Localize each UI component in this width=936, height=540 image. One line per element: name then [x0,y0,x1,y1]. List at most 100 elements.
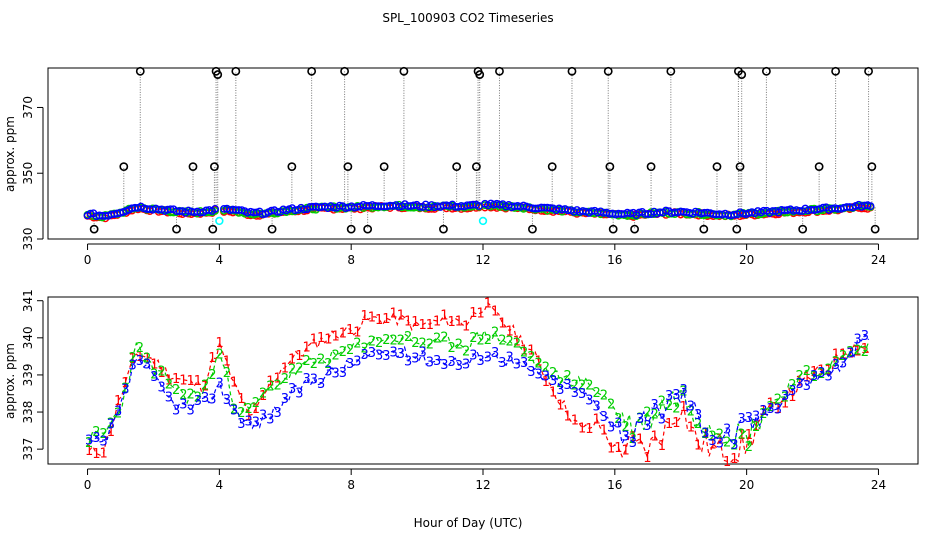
bottom-series-2-point: 2 [752,420,760,435]
bottom-series-1-point: 1 [861,342,869,357]
bottom-series-3-point: 3 [353,355,361,370]
bottom-series-3-point: 3 [513,358,521,373]
bottom-series-1-point: 1 [426,318,434,333]
bottom-series-1-point: 1 [295,349,303,364]
bottom-series-2-point: 2 [651,408,659,423]
bottom-y-tick-label: 339 [21,363,35,386]
bottom-series-1-point: 1 [491,305,499,320]
bottom-series-1-point: 1 [542,375,550,390]
top-y-axis-label: approx. ppm [3,116,17,192]
bottom-series-3-point: 3 [506,351,514,366]
bottom-series-3-point: 3 [491,346,499,361]
bottom-series-1-point: 1 [578,422,586,437]
bottom-x-tick-label: 0 [84,478,92,492]
bottom-series-1-point: 1 [121,376,129,391]
bottom-series-1-point: 1 [556,399,564,414]
bottom-series-2-point: 2 [665,399,673,414]
bottom-series-2-point: 2 [832,355,840,370]
bottom-series-3-point: 3 [114,405,122,420]
bottom-series-2-point: 2 [477,333,485,348]
bottom-series-1-point: 1 [165,374,173,389]
bottom-series-1-point: 1 [788,390,796,405]
top-outlier-point [343,162,353,172]
bottom-series-2-point: 2 [237,406,245,421]
bottom-series-3-point: 3 [223,393,231,408]
bottom-series-1-point: 1 [730,452,738,467]
bottom-series-3-point: 3 [245,414,253,429]
top-outlier-point [399,66,409,76]
bottom-series-1-point: 1 [172,372,180,387]
bottom-series-2-point: 2 [324,357,332,372]
bottom-series-1-point: 1 [752,419,760,434]
bottom-series-1-point: 1 [513,334,521,349]
bottom-y-axis-label: approx. ppm [3,343,17,419]
bottom-series-1-point: 1 [810,365,818,380]
bottom-series-1-point: 1 [216,336,224,351]
bottom-series-1-point: 1 [846,347,854,362]
bottom-series-2-point: 2 [549,366,557,381]
top-outlier-point [608,224,618,234]
bottom-series-1-point: 1 [245,409,253,424]
bottom-series-2-point: 2 [520,345,528,360]
bottom-series-2-point: 2 [85,436,93,451]
bottom-series-1-point: 1 [368,310,376,325]
bottom-series-3-point: 3 [709,434,717,449]
bottom-series-1-point: 1 [281,361,289,376]
bottom-series-2-point: 2 [738,428,746,443]
top-outlier-point [798,224,808,234]
bottom-series-2-point: 2 [252,396,260,411]
bottom-series-1-point: 1 [745,428,753,443]
bottom-series-3-point: 3 [150,370,158,385]
bottom-series-3-point: 3 [208,393,216,408]
bottom-series-3-point: 3 [397,347,405,362]
bottom-series-1-point: 1 [266,374,274,389]
bottom-series-3-point: 3 [636,412,644,427]
top-outlier-point [475,70,485,79]
bottom-series-1-point: 1 [498,317,506,332]
top-outlier-point [630,224,639,234]
bottom-series-2-point: 2 [368,334,376,349]
bottom-series-2-point: 2 [723,436,731,451]
chart-title: SPL_100903 CO2 Timeseries [382,11,553,25]
bottom-series-3-point: 3 [672,388,680,403]
top-outlier-point [231,66,241,76]
bottom-series-3-point: 3 [694,408,702,423]
bottom-series-3-point: 3 [274,406,282,421]
bottom-series-3-point: 3 [237,417,245,432]
bottom-series-2-point: 2 [513,337,521,352]
bottom-series-1-point: 1 [361,309,369,324]
bottom-y-tick-label: 341 [21,289,35,312]
top-x-tick-label: 16 [607,253,622,267]
bottom-series-3-point: 3 [846,346,854,361]
bottom-series-3-point: 3 [295,386,303,401]
bottom-x-tick-label: 8 [347,478,355,492]
bottom-series-1-point: 1 [477,307,485,322]
bottom-series-1-point: 1 [339,326,347,341]
bottom-series-2-point: 2 [803,364,811,379]
bottom-series-2-point: 2 [114,406,122,421]
bottom-series-1-point: 1 [593,412,601,427]
bottom-series-2-point: 2 [600,389,608,404]
bottom-series-2-point: 2 [179,388,187,403]
bottom-series-2-point: 2 [709,429,717,444]
bottom-series-1-point: 1 [484,296,492,311]
bottom-series-3-point: 3 [324,364,332,379]
bottom-series-3-point: 3 [419,346,427,361]
top-x-tick-label: 20 [739,253,754,267]
bottom-series-2-point: 2 [201,378,209,393]
bottom-series-2-point: 2 [498,334,506,349]
top-x-tick-label: 4 [216,253,224,267]
top-outlier-point [208,224,218,234]
top-outlier-point [666,66,676,76]
bottom-series-3-point: 3 [658,412,666,427]
top-outlier-point [267,224,277,234]
top-outlier-point [340,66,349,76]
bottom-series-1-point: 1 [738,428,746,443]
bottom-series-1-point: 1 [143,352,151,367]
bottom-series-3-point: 3 [404,354,412,369]
top-outlier-point [439,224,448,234]
bottom-series-2-point: 2 [440,330,448,345]
bottom-x-tick-label: 24 [871,478,886,492]
top-panel: 0 4 8 12 16 20 24 330 350 370 approx. ppm [3,66,919,267]
